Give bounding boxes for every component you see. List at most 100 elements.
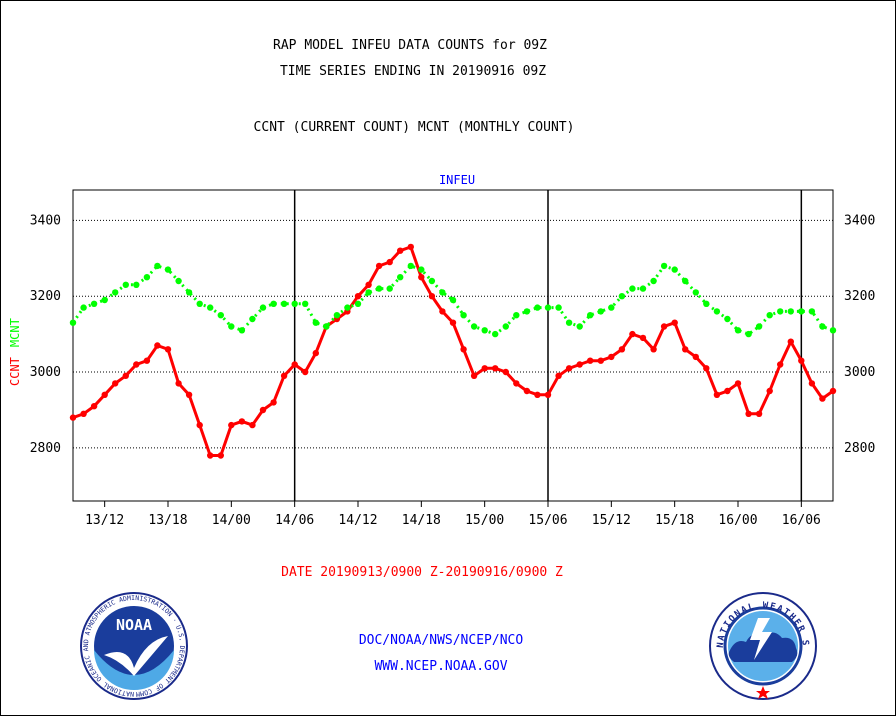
data-point-mcnt: [713, 308, 721, 315]
data-point-ccnt: [734, 380, 742, 387]
data-point-ccnt: [365, 281, 372, 288]
data-point-mcnt: [639, 285, 647, 292]
data-point-mcnt: [513, 312, 520, 319]
x-tick-label: 14/18: [402, 513, 441, 528]
data-point-mcnt: [344, 304, 351, 311]
data-point-ccnt: [755, 410, 763, 417]
data-point-ccnt: [787, 338, 794, 345]
y-tick-label-left: 3200: [30, 289, 61, 304]
data-point-ccnt: [587, 357, 594, 364]
x-tick-label: 14/12: [338, 513, 377, 528]
data-point-ccnt: [164, 346, 172, 353]
data-point-mcnt: [164, 266, 172, 273]
x-tick-label: 13/18: [148, 513, 187, 528]
data-point-ccnt: [682, 346, 689, 353]
data-point-mcnt: [724, 315, 731, 323]
data-point-ccnt: [69, 414, 77, 421]
data-point-mcnt: [650, 277, 657, 285]
data-point-mcnt: [238, 327, 246, 334]
data-point-ccnt: [428, 293, 436, 300]
x-tick-label: 15/12: [592, 513, 631, 528]
data-point-mcnt: [323, 323, 330, 330]
data-point-mcnt: [777, 308, 784, 315]
data-point-mcnt: [618, 293, 626, 300]
x-tick-label: 14/06: [275, 513, 314, 528]
data-point-ccnt: [175, 380, 182, 387]
y-tick-label-right: 3400: [844, 213, 875, 228]
data-point-mcnt: [808, 308, 816, 315]
data-point-ccnt: [122, 372, 129, 379]
data-point-mcnt: [481, 327, 488, 334]
data-point-ccnt: [133, 361, 140, 368]
data-point-mcnt: [143, 274, 151, 281]
data-point-ccnt: [470, 372, 478, 379]
website-link[interactable]: WWW.NCEP.NOAA.GOV: [374, 659, 508, 674]
data-point-ccnt: [534, 391, 541, 398]
data-point-mcnt: [175, 277, 182, 285]
data-point-ccnt: [101, 391, 108, 398]
data-point-mcnt: [682, 277, 689, 285]
data-point-ccnt: [270, 399, 277, 406]
y-axis-label: CCNT MCNT: [8, 318, 22, 386]
data-point-ccnt: [660, 323, 668, 330]
data-point-ccnt: [555, 372, 562, 379]
data-point-ccnt: [280, 372, 288, 379]
data-point-mcnt: [185, 289, 193, 296]
data-point-ccnt: [798, 357, 805, 364]
date-range-label: DATE 20190913/0900 Z-20190916/0900 Z: [281, 565, 563, 580]
data-point-ccnt: [185, 391, 193, 398]
x-tick-label: 15/06: [528, 513, 567, 528]
data-point-mcnt: [259, 304, 267, 311]
data-point-mcnt: [69, 319, 77, 326]
data-point-mcnt: [112, 289, 119, 296]
data-point-mcnt: [470, 323, 478, 330]
data-point-mcnt: [492, 330, 499, 338]
data-point-ccnt: [460, 346, 467, 353]
data-point-ccnt: [439, 308, 446, 315]
data-point-ccnt: [90, 403, 98, 410]
y-tick-label-right: 3200: [844, 289, 875, 304]
data-point-ccnt: [523, 387, 531, 395]
data-point-mcnt: [629, 285, 636, 292]
data-point-mcnt: [217, 312, 224, 319]
data-point-mcnt: [766, 312, 773, 319]
data-point-ccnt: [671, 319, 678, 326]
data-point-mcnt: [418, 266, 425, 273]
data-point-ccnt: [745, 410, 752, 417]
series-line-ccnt: [72, 244, 834, 457]
data-point-ccnt: [143, 357, 151, 364]
x-tick-label: 15/18: [655, 513, 694, 528]
data-point-ccnt: [259, 406, 267, 414]
data-point-mcnt: [407, 262, 414, 270]
data-point-mcnt: [819, 323, 826, 330]
data-point-ccnt: [692, 353, 699, 361]
data-point-mcnt: [196, 300, 203, 307]
data-point-mcnt: [354, 300, 362, 307]
data-point-mcnt: [291, 300, 298, 307]
data-point-mcnt: [703, 300, 710, 307]
data-point-mcnt: [386, 285, 393, 292]
data-point-ccnt: [386, 258, 393, 266]
data-point-ccnt: [154, 342, 161, 349]
data-point-mcnt: [449, 296, 457, 304]
data-point-mcnt: [692, 289, 699, 296]
y-tick-label-left: 3400: [30, 213, 61, 228]
data-point-ccnt: [544, 391, 552, 398]
data-point-ccnt: [639, 334, 647, 342]
data-point-mcnt: [787, 308, 794, 315]
plot-title: INFEU: [439, 173, 475, 187]
data-point-mcnt: [312, 319, 319, 326]
chart-subtitle: CCNT (CURRENT COUNT) MCNT (MONTHLY COUNT…: [253, 120, 575, 135]
data-point-mcnt: [270, 300, 277, 307]
data-point-ccnt: [449, 319, 457, 326]
x-tick-label: 13/12: [85, 513, 124, 528]
x-tick-label: 16/00: [718, 513, 757, 528]
data-point-ccnt: [397, 247, 404, 254]
data-point-mcnt: [534, 304, 541, 311]
x-tick-label: 15/00: [465, 513, 504, 528]
agency-label: DOC/NOAA/NWS/NCEP/NCO: [358, 633, 524, 648]
data-point-mcnt: [734, 327, 742, 334]
data-point-ccnt: [238, 418, 246, 425]
y-tick-label-left: 3000: [30, 365, 61, 380]
